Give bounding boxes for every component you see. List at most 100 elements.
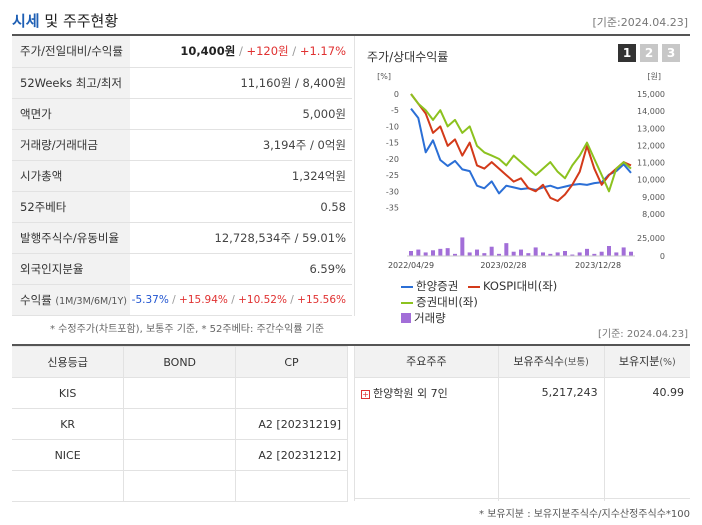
volume-bar — [541, 252, 545, 256]
volume-bar — [431, 250, 435, 256]
left-axis-unit: [%] — [377, 72, 391, 81]
table-row: 52Weeks 최고/최저 11,160원 / 8,400원 — [12, 67, 352, 99]
volume-bar — [555, 252, 560, 256]
current-price: 10,400원 — [180, 44, 236, 59]
right-tick-label: 11,000 — [637, 159, 665, 168]
table-row — [354, 439, 690, 470]
col-header-ratio: 보유지분(%) — [603, 346, 690, 378]
legend-stock: 한양증권 — [401, 278, 458, 294]
volume-bar — [519, 249, 523, 256]
volume-bar — [445, 248, 450, 256]
row-label: 액면가 — [12, 98, 130, 130]
expand-plus-icon[interactable]: + — [361, 389, 370, 399]
table-row: NICE A2 [20231212] — [12, 439, 348, 471]
cp-cell: A2 [20231219] — [235, 408, 348, 440]
volume-bar — [438, 248, 443, 256]
volume-bar — [467, 252, 472, 256]
volume-bar — [592, 253, 597, 256]
title-rest: 및 주주현황 — [39, 12, 119, 30]
volume-bar — [482, 253, 487, 256]
volume-bar — [416, 249, 421, 256]
agency-cell: KR — [12, 408, 125, 440]
volume-bar — [548, 253, 553, 256]
table-header-row: 신용등급 BOND CP — [12, 346, 348, 378]
table-row: KIS — [12, 377, 348, 409]
divider — [12, 34, 690, 36]
row-value: 0.58 — [130, 191, 352, 223]
stock-price-line — [410, 107, 632, 195]
volume-bar — [504, 243, 509, 256]
table-row: + 한양학원 외 7인 5,217,243 40.99 — [354, 377, 690, 408]
chart-legend: 한양증권 KOSPI대비(좌) 증권대비(좌) 거래량 — [401, 278, 641, 326]
right-tick-label: 9,000 — [642, 193, 665, 202]
holder-name-cell[interactable]: + 한양학원 외 7인 — [354, 377, 499, 408]
return-label-sub: (1M/3M/6M/1Y) — [55, 295, 127, 307]
cp-cell — [235, 470, 348, 502]
return-3m: +15.94% — [179, 293, 228, 306]
table-row: 주가/전일대비/수익률 10,400원 / +120원 / +1.17% — [12, 36, 352, 68]
divider — [12, 344, 690, 346]
volume-bar — [489, 246, 494, 256]
volume-bar — [533, 247, 538, 256]
legend-volume: 거래량 — [401, 310, 446, 326]
row-label: 외국인지분율 — [12, 253, 130, 285]
table-row: 액면가 5,000원 — [12, 98, 352, 130]
period-button-1[interactable]: 1 — [618, 44, 636, 62]
quote-footnote: * 수정주가(차트포함), 보통주 기준, * 52주베타: 주간수익률 기준 — [50, 324, 325, 335]
agency-cell: NICE — [12, 439, 125, 471]
section-header: 시세 및 주주현황 [기준:2024.04.23] — [0, 0, 702, 34]
volume-bar — [460, 237, 465, 256]
chart-panel: 주가/상대수익률 1 2 3 [%] [원] 0 -5 -10 -15 -20 -25 -3… — [354, 36, 690, 325]
agency-cell: KIS — [12, 377, 125, 409]
table-header-row: 주요주주 보유주식수(보통) 보유지분(%) — [354, 346, 690, 378]
volume-bar — [577, 252, 582, 256]
quote-table: 주가/전일대비/수익률 10,400원 / +120원 / +1.17% 52W… — [12, 36, 352, 316]
cp-cell: A2 [20231212] — [235, 439, 348, 471]
cp-cell — [235, 377, 348, 409]
right-tick-label: 14,000 — [637, 107, 665, 116]
legend-kospi: KOSPI대비(좌) — [467, 278, 557, 294]
col-header-bond: BOND — [123, 346, 237, 378]
right-tick-label: 10,000 — [637, 176, 665, 185]
table-row: 수익률 (1M/3M/6M/1Y) -5.37% / +15.94% / +10… — [12, 284, 352, 316]
right-tick-label: 12,000 — [637, 141, 665, 150]
table-row — [354, 408, 690, 439]
holders-base-date: [기준: 2024.04.23] — [597, 329, 688, 340]
left-tick-label: -25 — [386, 171, 399, 180]
volume-bar — [409, 251, 413, 256]
x-tick-label: 2022/04/29 — [388, 261, 434, 270]
title-main: 시세 — [12, 12, 40, 30]
row-label: 발행주식수/유동비율 — [12, 222, 130, 254]
period-button-3[interactable]: 3 — [662, 44, 680, 62]
row-label: 시가총액 — [12, 160, 130, 192]
x-tick-label: 2023/02/28 — [480, 261, 526, 270]
left-tick-label: -20 — [386, 155, 399, 164]
left-tick-label: -10 — [386, 122, 399, 131]
price-change: +120원 — [246, 44, 289, 59]
price-rate: +1.17% — [299, 44, 346, 59]
col-header-shares: 보유주식수(보통) — [497, 346, 605, 378]
volume-bar — [475, 249, 479, 256]
volume-bar — [629, 251, 633, 256]
volume-bar — [453, 253, 457, 256]
credit-rating-table: 신용등급 BOND CP KIS KR A2 [20231219] NICE A… — [12, 346, 348, 502]
holder-ratio-cell: 40.99 — [603, 377, 690, 408]
return-6m: +10.52% — [238, 293, 287, 306]
volume-bar — [585, 248, 589, 256]
base-date: [기준:2024.04.23] — [592, 16, 688, 29]
period-selector: 1 2 3 — [618, 44, 680, 62]
volume-bar — [423, 252, 428, 256]
major-holders-table: 주요주주 보유주식수(보통) 보유지분(%) + 한양학원 외 7인 5,217,… — [354, 346, 690, 501]
row-value: 3,194주 / 0억원 — [130, 129, 352, 161]
divider — [354, 498, 690, 499]
period-button-2[interactable]: 2 — [640, 44, 658, 62]
bond-cell — [123, 377, 237, 409]
row-label: 52주베타 — [12, 191, 130, 223]
x-tick-label: 2023/12/28 — [575, 261, 621, 270]
volume-bar — [614, 252, 619, 256]
row-value: 6.59% — [130, 253, 352, 285]
right-tick-label: 8,000 — [642, 210, 665, 219]
page-title: 시세 및 주주현황 — [12, 10, 118, 31]
legend-sector: 증권대비(좌) — [401, 294, 478, 310]
row-value: 11,160원 / 8,400원 — [130, 67, 352, 99]
